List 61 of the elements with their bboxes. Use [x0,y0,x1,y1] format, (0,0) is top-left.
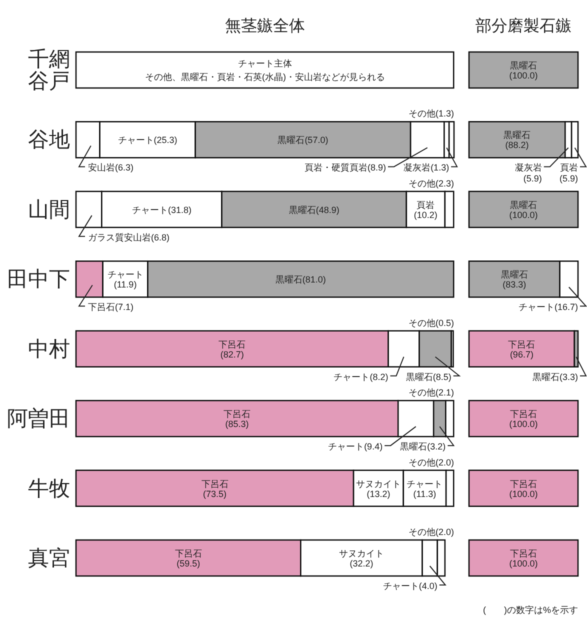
data-label: チャート(9.4) [328,442,383,452]
bar [468,330,576,368]
y-tick-label: 阿曽田 [7,406,70,431]
data-label: 黒曜石(3.2) [400,442,446,452]
y-tick-label: 山間 [28,198,70,222]
data-label: サヌカイト (13.2) [356,478,401,499]
data-label: 黒曜石 (88.2) [504,130,531,150]
data-label: 下呂石 (96.7) [508,339,536,360]
data-label: その他(0.5) [408,318,454,328]
data-label: 頁岩 (5.9) [559,162,578,184]
data-label: 凝灰岩(1.3) [404,162,450,173]
data-label: サヌカイト (32.2) [338,548,384,568]
data-label: 下呂石 (59.5) [174,548,202,568]
data-label: 黒曜石 (83.3) [500,270,528,290]
data-label: 凝灰岩 (5.9) [514,162,542,184]
data-label: チャート(16.7) [518,302,578,312]
data-label: 頁岩 (10.2) [414,200,438,220]
text: ( )の数字は%を示す [483,605,578,615]
bar [468,470,579,507]
bar [468,539,579,577]
data-label: その他(2.3) [408,178,454,188]
data-label: 下呂石 (82.7) [218,339,246,360]
data-label: その他(1.3) [408,108,454,119]
data-label: 下呂石(7.1) [88,302,134,312]
data-label: 下呂石 (100.0) [509,409,538,430]
data-label: その他(2.1) [408,388,454,398]
data-label: 下呂石 (85.3) [224,409,251,430]
data-label: 黒曜石 (100.0) [509,200,538,220]
annotation: その他、黒曜石・頁岩・石英(水晶)・安山岩などが見られる [145,72,385,82]
data-label: チャート主体 [238,58,292,68]
data-label: その他(2.0) [408,527,454,537]
data-label: チャート (11.9) [107,270,144,290]
data-label: 黒曜石(3.3) [532,372,578,382]
data-label: 安山岩(6.3) [88,162,134,173]
data-label: チャート(31.8) [132,204,192,215]
data-label: チャート (11.3) [406,478,443,499]
data-label: 下呂石 (100.0) [509,548,538,568]
data-label: チャート(25.3) [118,135,178,146]
y-tick-label: 千網谷戸 [28,48,70,93]
bar [468,190,579,228]
data-label: 黒曜石(8.5) [406,372,452,382]
data-label: 下呂石 (100.0) [509,478,538,499]
data-label: チャート(8.2) [334,372,388,382]
data-label: 頁岩・硬質頁岩(8.9) [304,162,386,173]
chart-title: 部分磨製石鏃 [476,17,572,35]
chart-title: 無茎鏃全体 [225,17,305,35]
data-label: ガラス質安山岩(6.8) [88,232,170,242]
data-label: 黒曜石(81.0) [275,274,326,285]
bar [468,400,579,438]
data-label: 黒曜石(57.0) [278,135,328,146]
y-tick-label: 谷地 [28,128,70,152]
data-label: 下呂石 (73.5) [201,478,228,499]
y-tick-label: 真宮 [28,547,70,570]
y-tick-label: 田中下 [7,268,70,292]
data-label: 黒曜石 (100.0) [509,60,538,80]
bar [468,51,579,89]
y-tick-label: 中村 [28,338,70,361]
data-label: 黒曜石(48.9) [288,204,340,215]
y-tick-label: 牛牧 [28,477,70,500]
data-label: チャート(4.0) [382,581,438,591]
data-label: その他(2.0) [408,457,454,468]
